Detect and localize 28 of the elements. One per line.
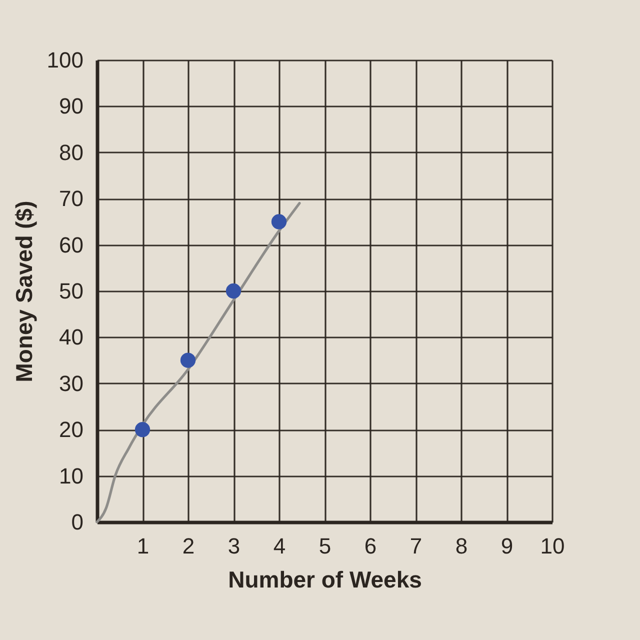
y-tick-label: 40 — [59, 324, 84, 350]
x-tick-label: 1 — [136, 534, 150, 558]
x-tick-label: 8 — [455, 534, 468, 558]
line-series — [96, 202, 301, 524]
y-tick-label: 80 — [59, 140, 84, 165]
point — [134, 422, 150, 438]
y-tick-label: 50 — [59, 278, 84, 304]
y-tick-label: 60 — [59, 232, 84, 258]
y-tick-label: 100 — [46, 48, 84, 72]
point — [226, 283, 242, 299]
x-tick-label: 6 — [364, 534, 377, 558]
x-tick-label: 4 — [273, 534, 286, 558]
x-axis-title: Number of Weeks — [228, 566, 422, 592]
x-tick-label: 2 — [182, 534, 195, 558]
y-tick-label: 70 — [59, 186, 84, 212]
x-tick-label: 5 — [318, 534, 332, 558]
y-tick-label: 20 — [59, 417, 84, 442]
x-tick-label: 3 — [228, 534, 240, 558]
point — [180, 352, 196, 368]
y-tick-label: 10 — [59, 463, 84, 488]
x-tick-label: 10 — [540, 534, 565, 558]
x-tick-label: 9 — [500, 534, 514, 558]
y-tick-label: 30 — [59, 370, 84, 396]
y-tick-label: 90 — [59, 94, 84, 119]
x-tick-label: 7 — [410, 534, 422, 558]
y-axis-title: Money Saved ($) — [10, 200, 37, 382]
point — [271, 214, 287, 230]
y-tick-label: 0 — [71, 510, 84, 534]
